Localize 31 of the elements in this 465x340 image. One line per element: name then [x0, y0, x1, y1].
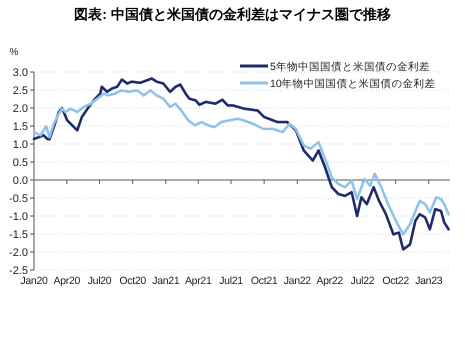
y-tick-label: 0.0	[12, 175, 28, 187]
y-tick-label: 2.5	[12, 85, 28, 97]
y-tick-label: -2.0	[9, 247, 28, 259]
x-tick-label: Oct22	[382, 275, 410, 287]
x-tick-label: Apr21	[184, 275, 212, 287]
y-tick-label: -2.5	[9, 265, 28, 277]
x-tick-label: Jul22	[350, 275, 375, 287]
x-tick-label: Jan23	[415, 275, 443, 287]
x-tick-label: Jan21	[152, 275, 180, 287]
x-tick-label: Jul20	[88, 275, 112, 287]
y-tick-label: 3.0	[12, 67, 28, 79]
y-tick-label: 2.0	[12, 103, 28, 115]
y-tick-label: -0.5	[9, 193, 28, 205]
x-tick-label: Oct21	[250, 275, 278, 287]
y-tick-label: -1.5	[9, 229, 28, 241]
x-tick-label: Apr20	[54, 275, 80, 287]
y-tick-label: 1.5	[12, 121, 28, 133]
y-tick-label: 0.5	[12, 157, 28, 169]
x-tick-label: Apr22	[316, 275, 344, 287]
legend-label: 10年物中国国債と米国債の金利差	[270, 77, 436, 90]
y-axis-title: %	[10, 47, 19, 58]
x-tick-label: Oct20	[119, 275, 146, 287]
x-tick-label: Jan20	[20, 275, 48, 287]
x-tick-label: Jan22	[284, 275, 312, 287]
y-tick-label: 1.0	[12, 139, 28, 151]
line-series	[32, 77, 450, 251]
chart-title: 図表: 中国債と米国債の金利差はマイナス圏で推移	[74, 6, 391, 22]
legend-label: 5年物中国国債と米国債の金利差	[270, 60, 430, 73]
line-series	[32, 89, 450, 236]
y-tick-label: -1.0	[9, 211, 28, 223]
x-tick-label: Jul21	[219, 275, 244, 287]
